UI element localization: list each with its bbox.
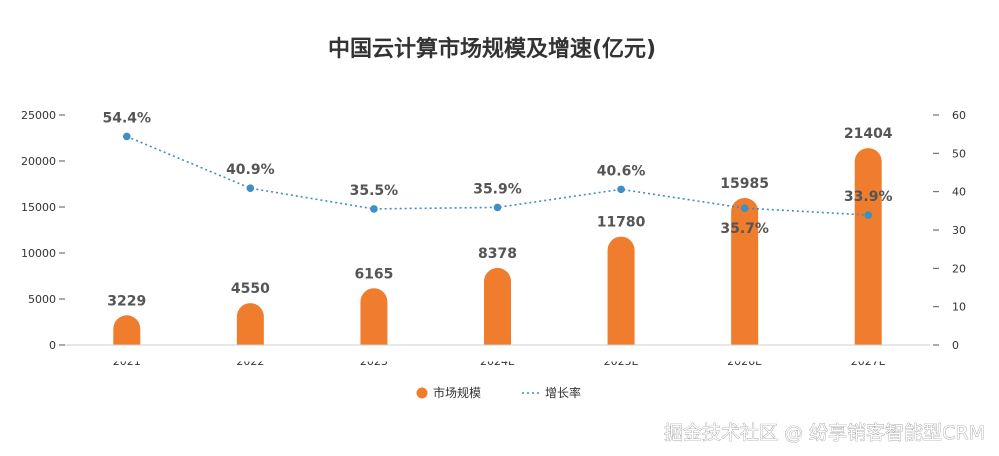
legend-line-label: 增长率 <box>545 385 581 400</box>
growth-point <box>493 203 502 212</box>
legend: 市场规模 增长率 <box>416 385 581 400</box>
growth-point <box>122 132 131 141</box>
bar-value-label: 4550 <box>231 281 270 297</box>
y-right-tick-label: 60 <box>952 109 966 122</box>
growth-point <box>740 204 749 212</box>
data-labels: 3229 4550 6165 8378 11780 15985 21404 54.4% 40.9… <box>102 110 892 309</box>
bar <box>360 288 388 359</box>
growth-line <box>122 132 873 219</box>
bars <box>65 148 930 362</box>
y-left-tick-label: 15000 <box>21 201 56 214</box>
y-right-tick-label: 30 <box>952 224 966 237</box>
y-right-tick-label: 0 <box>952 339 959 352</box>
y-right-tick-label: 40 <box>952 186 966 199</box>
growth-value-label: 40.9% <box>226 162 275 178</box>
chart-title: 中国云计算市场规模及增速(亿元) <box>328 36 656 62</box>
bar <box>607 236 635 359</box>
y-left-tick-label: 25000 <box>21 109 56 122</box>
y-left-tick-label: 10000 <box>21 247 56 260</box>
bar-value-label: 6165 <box>354 266 393 282</box>
bar-value-label: 21404 <box>844 126 893 142</box>
bar-value-label: 15985 <box>720 176 769 192</box>
legend-bar-marker <box>416 387 428 399</box>
bar <box>731 197 759 359</box>
bar <box>484 267 511 359</box>
growth-value-label: 40.6% <box>597 163 646 179</box>
bar-value-label: 3229 <box>107 293 146 309</box>
bar <box>854 148 882 359</box>
legend-bar-label: 市场规模 <box>433 385 481 400</box>
y-right-tick-label: 20 <box>952 262 966 275</box>
growth-point <box>246 184 255 193</box>
growth-value-label: 35.5% <box>350 183 399 199</box>
bar-value-label: 11780 <box>597 215 646 231</box>
y-left-tick-label: 0 <box>49 339 56 352</box>
y-left-tick-label: 5000 <box>28 293 56 306</box>
growth-point <box>617 185 625 194</box>
y-right-tick-label: 10 <box>952 301 966 314</box>
growth-value-label: 35.9% <box>473 181 522 197</box>
y-right-tick-label: 50 <box>952 147 966 160</box>
growth-point <box>864 211 873 219</box>
growth-value-label: 35.7% <box>720 221 769 237</box>
baseline-mask <box>65 345 930 362</box>
y-left-tick-label: 20000 <box>21 155 56 168</box>
growth-value-label: 54.4% <box>102 110 151 126</box>
growth-value-label: 33.9% <box>844 189 893 205</box>
growth-point <box>370 205 378 213</box>
bar-value-label: 8378 <box>478 246 517 262</box>
watermark-text: 掘金技术社区 @ 纷享销客智能型CRM <box>664 422 985 444</box>
